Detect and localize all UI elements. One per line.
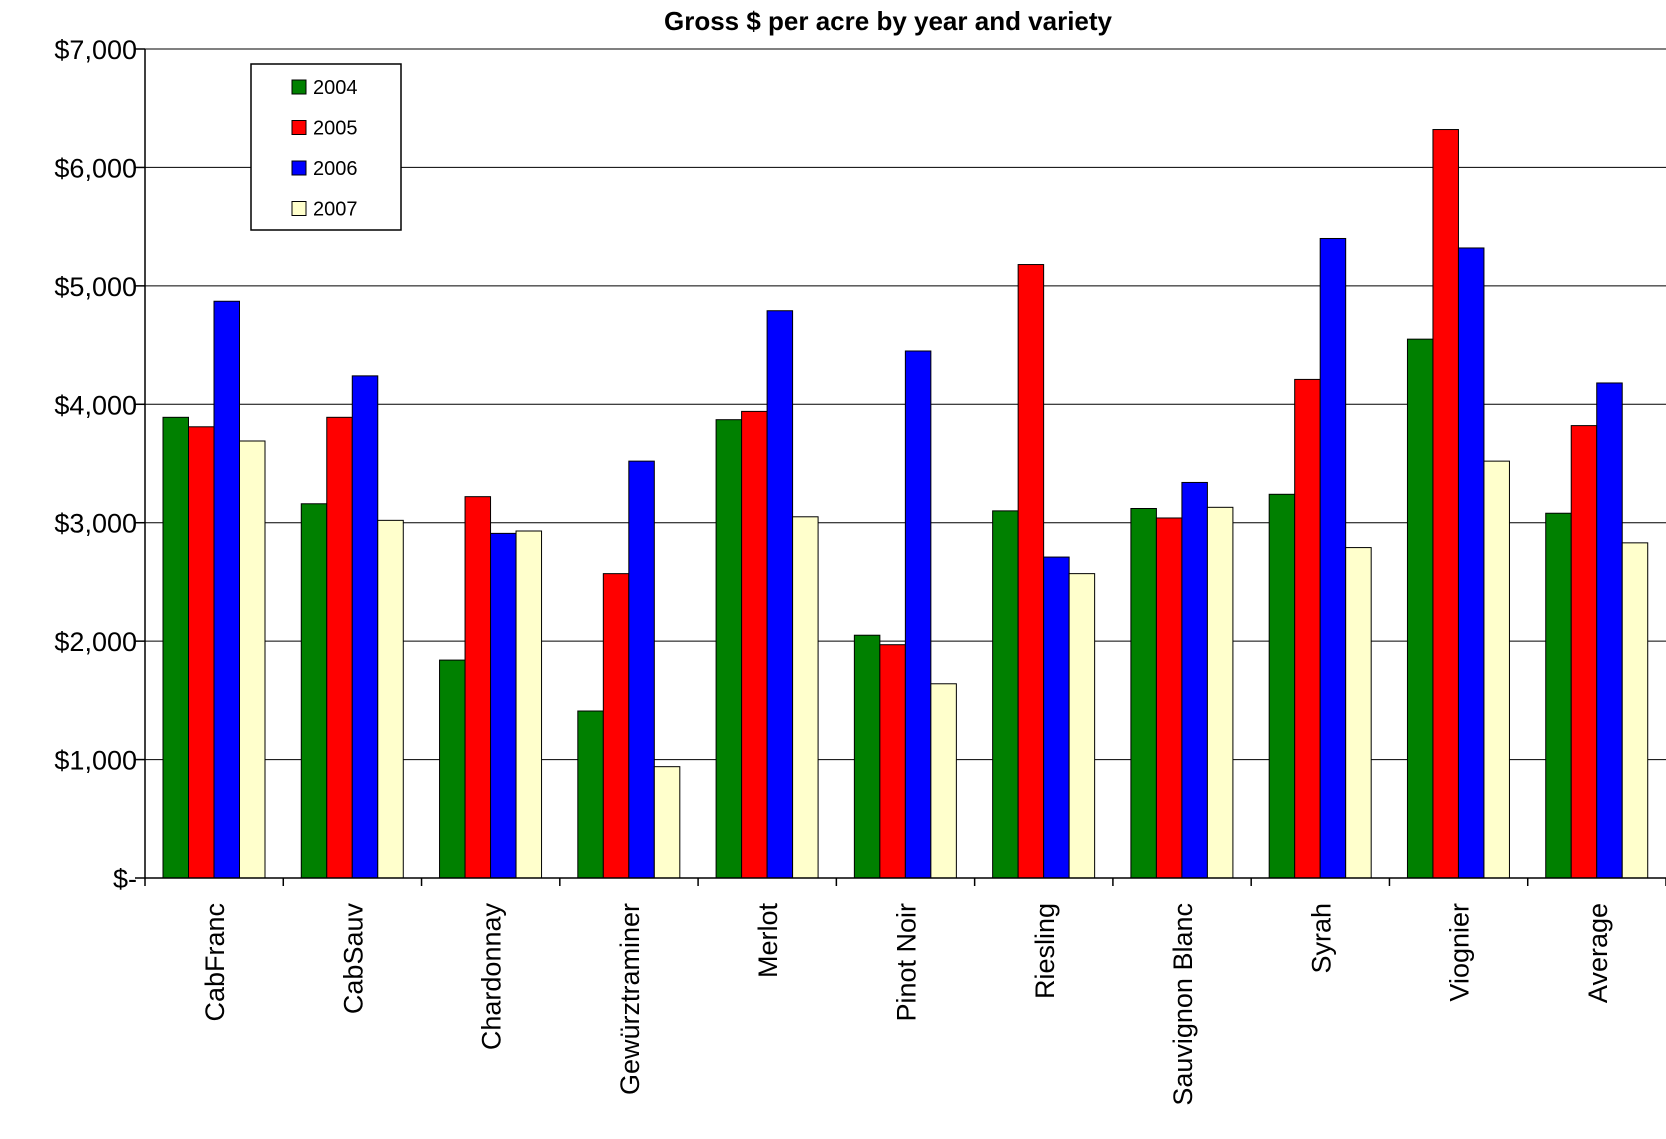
- legend: 2004 2005 2006 2007: [250, 63, 402, 231]
- bar-2007-viognier: [1483, 460, 1510, 879]
- bar-2004-sauvignon-blanc: [1130, 508, 1157, 879]
- bar-2004-syrah: [1268, 493, 1296, 879]
- bar-2005-merlot: [741, 410, 768, 879]
- bar-2006-cabsauv: [351, 375, 379, 879]
- y-tick-label: $-: [113, 864, 137, 894]
- bar-2004-gewürztraminer: [577, 710, 604, 879]
- bar-2004-viognier: [1406, 338, 1434, 879]
- x-axis-ticks: CabFranc CabSauv Chardonnay Gewürztraminer M…: [144, 878, 1666, 1106]
- bar-2006-viognier: [1457, 247, 1485, 879]
- y-tick-label: $4,000: [54, 390, 137, 420]
- bar-2004-merlot: [715, 419, 743, 879]
- y-tick-label: $1,000: [54, 746, 137, 776]
- x-tick-label: Average: [1583, 903, 1613, 1003]
- legend-label: 2007: [313, 199, 358, 221]
- x-tick-label: Viognier: [1445, 903, 1475, 1002]
- x-tick-label: CabSauv: [338, 903, 368, 1015]
- legend-swatch: [291, 79, 307, 95]
- legend-box: [250, 63, 402, 231]
- bar-2005-viognier: [1432, 129, 1459, 879]
- chart-title: Gross $ per acre by year and variety: [664, 6, 1113, 36]
- y-tick-label: $7,000: [54, 35, 137, 65]
- y-tick-label: $6,000: [54, 153, 137, 183]
- bar-2005-pinot-noir: [879, 644, 906, 879]
- x-tick-label: CabFranc: [200, 903, 230, 1022]
- bar-2006-sauvignon-blanc: [1181, 481, 1208, 879]
- bar-2005-gewürztraminer: [602, 573, 630, 879]
- x-tick-label: Syrah: [1306, 903, 1336, 974]
- bar-2006-average: [1596, 382, 1623, 879]
- y-tick-label: $5,000: [54, 272, 137, 302]
- x-tick-label: Merlot: [753, 903, 783, 979]
- x-tick-label: Pinot Noir: [892, 903, 922, 1022]
- bar-2004-cabfranc: [162, 416, 189, 879]
- bar-2006-syrah: [1319, 237, 1347, 879]
- x-tick-label: Chardonnay: [477, 903, 507, 1051]
- legend-swatch: [291, 201, 307, 216]
- bar-2007-syrah: [1345, 547, 1372, 879]
- legend-label: 2005: [313, 118, 358, 140]
- bar-2006-gewürztraminer: [628, 460, 655, 879]
- bar-2007-cabsauv: [377, 519, 404, 879]
- bar-2004-riesling: [992, 510, 1019, 879]
- y-tick-label: $2,000: [54, 627, 137, 657]
- x-tick-label: Sauvignon Blanc: [1168, 903, 1198, 1106]
- bar-2006-chardonnay: [490, 532, 517, 879]
- bar-2004-chardonnay: [439, 659, 466, 879]
- x-tick-label: Gewürztraminer: [615, 903, 645, 1095]
- bar-2006-merlot: [766, 310, 794, 879]
- bar-2005-sauvignon-blanc: [1155, 517, 1183, 879]
- bar-2004-cabsauv: [300, 503, 328, 879]
- bar-2006-riesling: [1043, 556, 1070, 879]
- bar-2007-cabfranc: [239, 440, 266, 879]
- y-tick-label: $3,000: [54, 509, 137, 539]
- bar-2004-pinot-noir: [853, 634, 881, 879]
- bar-2006-pinot-noir: [904, 350, 932, 879]
- bar-2005-average: [1570, 425, 1598, 879]
- bar-2007-gewürztraminer: [653, 766, 681, 879]
- bar-2006-cabfranc: [213, 300, 240, 879]
- bar-2007-chardonnay: [515, 530, 543, 879]
- bar-2007-average: [1621, 542, 1649, 879]
- y-axis-ticks: $- $1,000 $2,000 $3,000 $4,000 $5,000 $6,000 $7…: [54, 35, 145, 894]
- bar-2007-merlot: [792, 516, 819, 879]
- legend-label: 2006: [313, 158, 358, 180]
- legend-swatch: [291, 160, 307, 176]
- bar-2007-sauvignon-blanc: [1206, 506, 1234, 879]
- bar-2005-cabsauv: [326, 416, 353, 879]
- legend-swatch: [291, 120, 307, 135]
- bar-2005-chardonnay: [464, 496, 492, 879]
- bar-2005-riesling: [1017, 264, 1045, 879]
- bar-2007-riesling: [1068, 573, 1096, 879]
- bar-2007-pinot-noir: [930, 683, 957, 879]
- bar-2005-cabfranc: [188, 426, 215, 879]
- bar-2004-average: [1545, 512, 1572, 879]
- bar-2005-syrah: [1294, 378, 1321, 879]
- bars: [162, 129, 1649, 879]
- x-tick-label: Riesling: [1030, 903, 1060, 999]
- legend-label: 2004: [313, 77, 358, 99]
- axes: [144, 49, 1666, 879]
